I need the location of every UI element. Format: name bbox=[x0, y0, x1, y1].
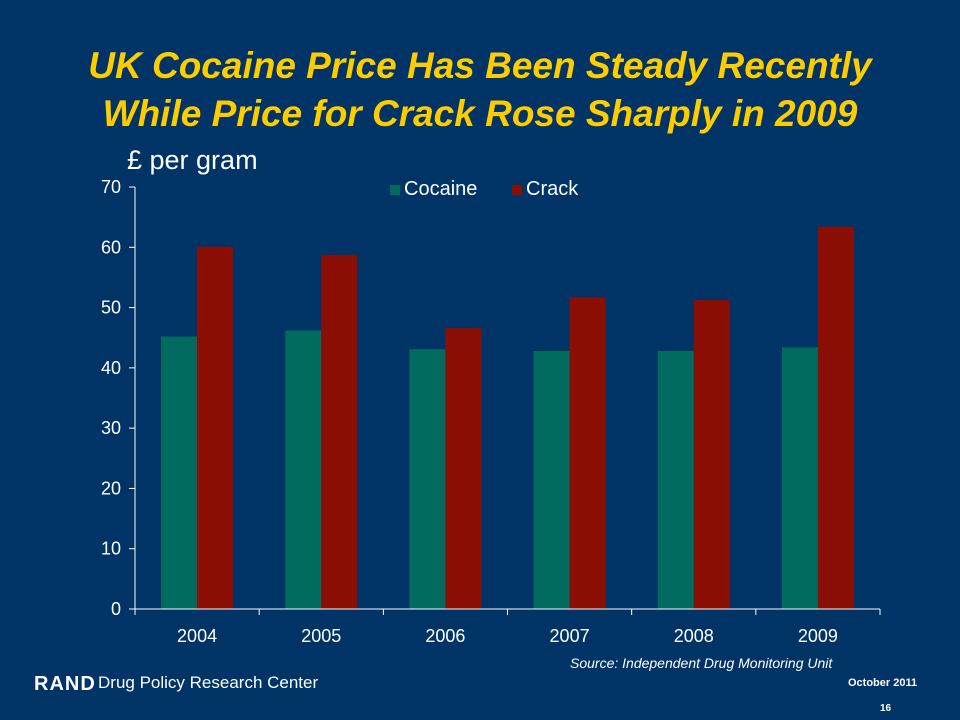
legend-label-crack: Crack bbox=[526, 178, 579, 200]
legend-swatch-cocaine bbox=[390, 185, 400, 195]
date-label: October 2011 bbox=[848, 677, 918, 689]
x-tick-label-2009: 2009 bbox=[798, 626, 838, 646]
y-tick-label-20: 20 bbox=[101, 478, 121, 498]
title-line-2: While Price for Crack Rose Sharply in 20… bbox=[102, 93, 858, 134]
y-tick-label-50: 50 bbox=[101, 298, 121, 318]
y-tick-label-60: 60 bbox=[101, 237, 121, 257]
x-tick-label-2007: 2007 bbox=[550, 626, 590, 646]
y-axis-unit-label: £ per gram bbox=[127, 145, 258, 175]
title-line-1: UK Cocaine Price Has Been Steady Recentl… bbox=[88, 45, 872, 86]
x-tick-label-2005: 2005 bbox=[301, 626, 341, 646]
org-name: Drug Policy Research Center bbox=[98, 673, 319, 692]
bar-crack-2009 bbox=[817, 226, 854, 609]
x-tick-label-2008: 2008 bbox=[674, 626, 714, 646]
page-number: 16 bbox=[880, 703, 892, 714]
slide-title: UK Cocaine Price Has Been Steady Recentl… bbox=[0, 42, 960, 138]
rand-logo: RAND bbox=[34, 673, 96, 695]
bar-cocaine-2005 bbox=[285, 330, 322, 609]
x-tick-label-2004: 2004 bbox=[177, 626, 217, 646]
legend-swatch-crack bbox=[512, 185, 522, 195]
x-tick-label-2006: 2006 bbox=[425, 626, 465, 646]
source-note: Source: Independent Drug Monitoring Unit bbox=[570, 655, 833, 671]
bar-crack-2008 bbox=[693, 299, 730, 609]
bar-cocaine-2008 bbox=[657, 350, 694, 609]
bar-cocaine-2006 bbox=[409, 349, 446, 609]
y-tick-label-10: 10 bbox=[101, 539, 121, 559]
bar-crack-2005 bbox=[321, 255, 358, 609]
y-tick-label-40: 40 bbox=[101, 358, 121, 378]
bar-crack-2007 bbox=[569, 297, 606, 609]
bar-crack-2006 bbox=[445, 328, 482, 609]
bar-cocaine-2007 bbox=[533, 350, 570, 609]
bar-cocaine-2009 bbox=[781, 347, 818, 609]
bar-crack-2004 bbox=[197, 246, 234, 609]
bar-cocaine-2004 bbox=[161, 336, 198, 609]
y-tick-label-70: 70 bbox=[101, 177, 121, 197]
y-tick-label-0: 0 bbox=[111, 599, 121, 619]
y-tick-label-30: 30 bbox=[101, 418, 121, 438]
legend-label-cocaine: Cocaine bbox=[404, 178, 477, 200]
